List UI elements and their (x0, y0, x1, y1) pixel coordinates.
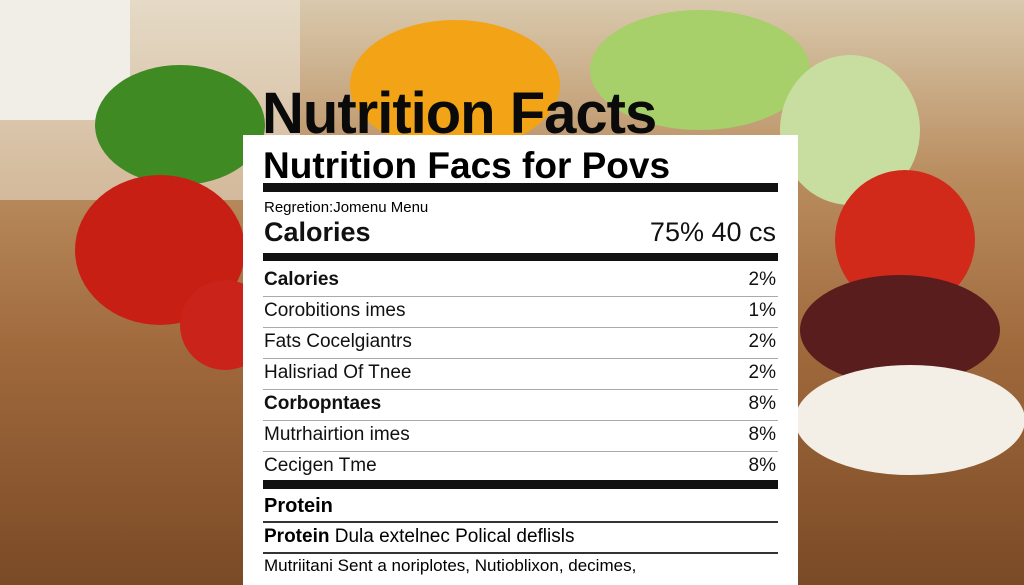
protein-name: Protein (264, 526, 330, 547)
row-divider (263, 420, 778, 421)
nutrient-name: Mutrhairtion imes (264, 424, 410, 445)
lettuce (590, 10, 810, 130)
nutrient-row: Corbopntaes 8% (264, 393, 776, 415)
rule (263, 253, 778, 261)
nutrient-value: 2% (748, 331, 776, 352)
rice (795, 365, 1024, 475)
rule (263, 552, 778, 554)
row-divider (263, 451, 778, 452)
row-divider (263, 389, 778, 390)
protein-text: Dula extelnec Polical deflisls (334, 526, 575, 547)
row-divider (263, 296, 778, 297)
nutrient-name: Fats Cocelgiantrs (264, 331, 412, 352)
nutrient-name: Cecigen Tme (264, 455, 377, 476)
nutrient-value: 8% (748, 455, 776, 476)
cabbage (780, 55, 920, 205)
calories-row: Calories 75% 40 cs (264, 217, 776, 248)
subtitle: Regretion:Jomenu Menu (264, 199, 429, 216)
nutrient-name: Corobitions imes (264, 300, 406, 321)
nutrient-row: Calories 2% (264, 269, 776, 291)
nutrient-name: Halisriad Of Tnee (264, 362, 412, 383)
yellow-pepper (350, 20, 560, 150)
nutrient-name: Calories (264, 269, 339, 290)
calories-value: 75% 40 cs (649, 217, 776, 247)
nutrient-value: 8% (748, 393, 776, 414)
nutrient-row: Corobitions imes 1% (264, 300, 776, 322)
row-divider (263, 327, 778, 328)
headline: Nutrition Facts (262, 81, 657, 146)
protein-line: Protein Dula extelnec Polical deflisls (264, 526, 574, 548)
nutrient-value: 1% (748, 300, 776, 321)
nutrient-value: 8% (748, 424, 776, 445)
rule (263, 480, 778, 489)
nutrient-row: Cecigen Tme 8% (264, 455, 776, 477)
beans (800, 275, 1000, 385)
row-divider (263, 358, 778, 359)
nutrient-value: 2% (748, 269, 776, 290)
protein-heading: Protein (264, 495, 333, 517)
nutrient-name: Corbopntaes (264, 393, 382, 414)
nutrient-row: Halisriad Of Tnee 2% (264, 362, 776, 384)
label-title: Nutrition Facs for Povs (263, 145, 671, 186)
rule (263, 183, 778, 192)
nutrient-row: Mutrhairtion imes 8% (264, 424, 776, 446)
tomato (835, 170, 975, 310)
calories-name: Calories (264, 217, 371, 247)
rule (263, 521, 778, 523)
nutrition-label: Nutrition Facs for Povs Regretion:Jomenu… (243, 135, 798, 585)
nutrient-value: 2% (748, 362, 776, 383)
footnote: Mutriitani Sent a noriplotes, Nutioblixo… (264, 556, 637, 575)
green-pepper (95, 65, 265, 185)
nutrient-row: Fats Cocelgiantrs 2% (264, 331, 776, 353)
